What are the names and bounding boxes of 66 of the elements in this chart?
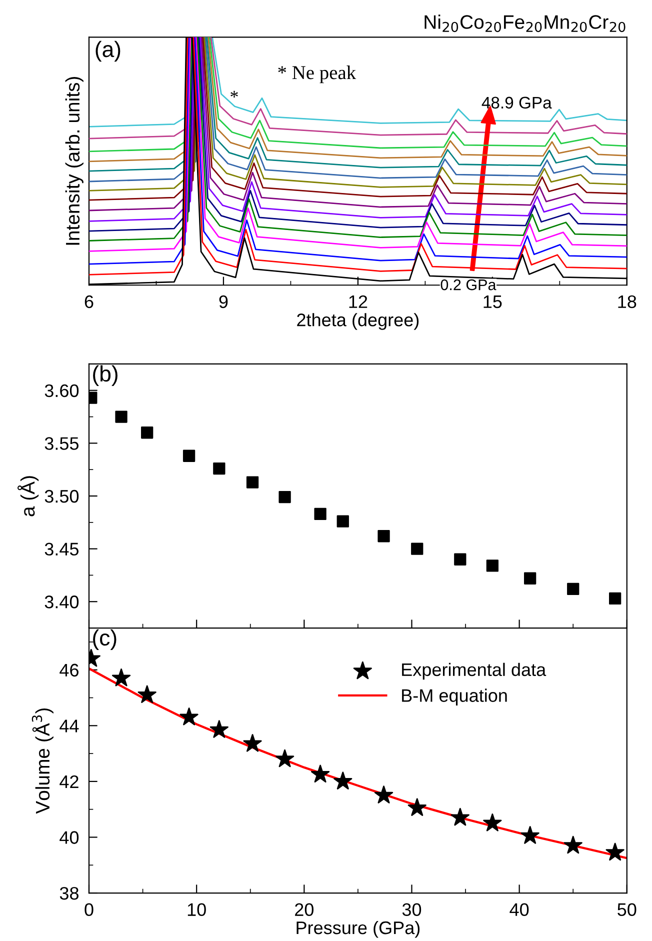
point: [567, 582, 580, 596]
point: [378, 530, 390, 542]
point: [115, 410, 128, 423]
y-tick-label: 3.55: [44, 437, 79, 450]
annotation: * Ne peak: [278, 66, 356, 84]
point: [408, 798, 426, 816]
y-tick-label: 3.50: [44, 490, 79, 503]
point: [608, 592, 622, 605]
point: [246, 476, 259, 488]
point: [334, 772, 352, 790]
point: [275, 749, 294, 768]
y-axis-title: a (Å): [18, 476, 39, 516]
x-tick-label: 0: [84, 903, 94, 916]
y-axis-title: Intensity (arb. units): [65, 76, 84, 245]
point: [450, 808, 470, 826]
point: [138, 685, 156, 703]
y-tick-label: 46: [60, 664, 78, 677]
y-tick-label: 40: [60, 831, 79, 844]
point: [213, 462, 226, 475]
y-tick-label: 44: [60, 720, 79, 732]
point: [141, 426, 154, 439]
annotation: 0.2 GPa: [440, 279, 496, 290]
x-tick-label: 50: [618, 903, 636, 916]
y-axis-title: Volume (Å$^{3}$): [32, 708, 54, 814]
x-tick-label: 9: [219, 295, 228, 308]
point: [606, 842, 624, 861]
y-tick-label: 3.60: [44, 384, 79, 398]
point: [564, 836, 582, 854]
point: [520, 826, 540, 844]
point: [278, 490, 291, 504]
chart-title: Ni$_{20}$Co$_{20}$Fe$_{20}$Mn$_{20}$Cr$_{20}$: [424, 14, 626, 32]
legend-label: B-M equation: [402, 688, 507, 706]
y-tick-label: 3.45: [44, 542, 79, 556]
annotation: (a): [96, 40, 120, 62]
x-axis-title: 2theta (degree): [297, 313, 419, 330]
annotation: *: [230, 90, 238, 98]
annotation: (c): [93, 629, 116, 650]
point: [454, 553, 466, 566]
y-tick-label: 38: [60, 886, 78, 900]
point: [182, 450, 196, 462]
point: [411, 542, 424, 555]
point: [314, 508, 326, 520]
annotation: (b): [93, 365, 118, 386]
point: [310, 764, 330, 782]
point: [210, 720, 228, 738]
x-tick-label: 12: [349, 295, 368, 308]
point: [483, 814, 502, 832]
x-axis-title: Pressure (GPa): [296, 920, 420, 938]
x-tick-label: 20: [295, 903, 314, 916]
x-tick-label: 40: [510, 903, 529, 916]
x-tick-label: 15: [484, 296, 502, 308]
point: [374, 786, 394, 804]
legend-label: Experimental data: [402, 662, 546, 680]
point: [524, 572, 536, 584]
point: [180, 708, 198, 726]
x-tick-label: 30: [402, 903, 422, 916]
y-tick-label: 3.40: [44, 596, 79, 608]
x-tick-label: 10: [188, 903, 206, 916]
x-tick-label: 18: [618, 295, 636, 308]
x-tick-label: 6: [84, 295, 94, 308]
point: [243, 734, 262, 752]
y-tick-label: 42: [60, 775, 78, 788]
point: [486, 560, 498, 572]
point: [336, 515, 349, 528]
point: [112, 668, 131, 686]
annotation: 48.9 GPa: [482, 96, 552, 109]
